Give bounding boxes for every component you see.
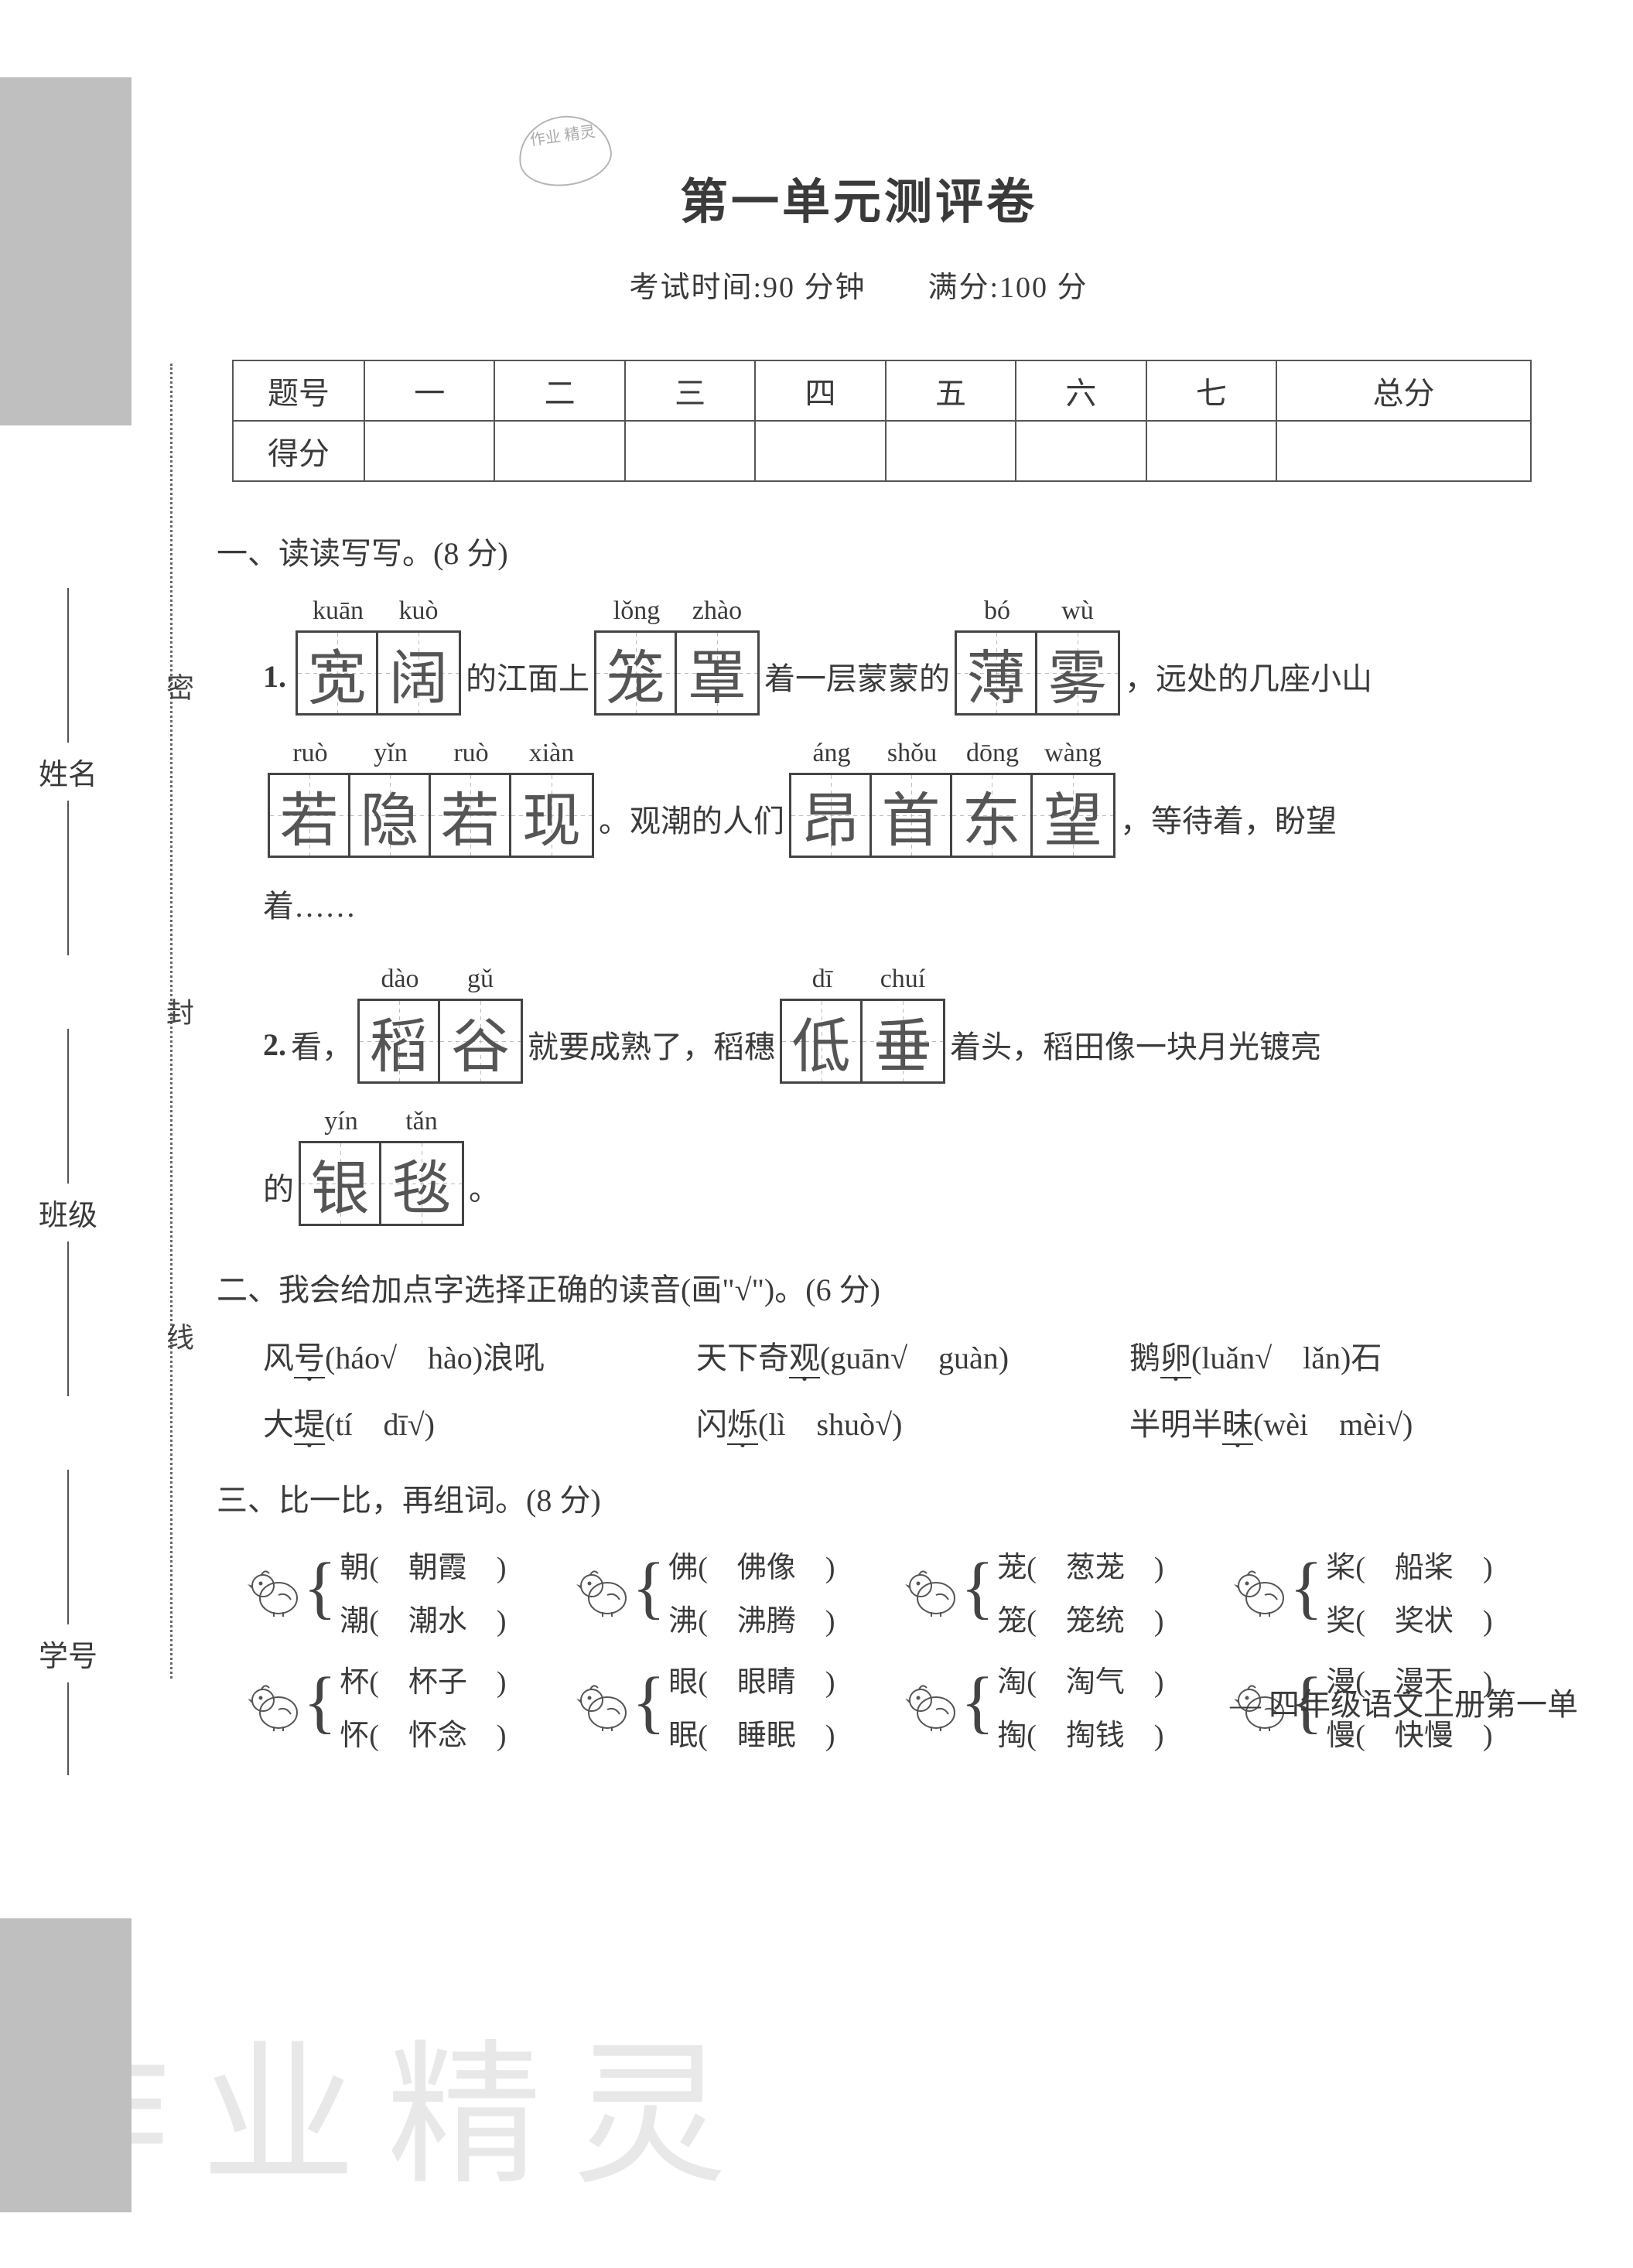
q2-g2: dī chuí 低 垂	[780, 965, 945, 1084]
chick-icon	[576, 1680, 630, 1731]
chick-icon	[248, 1566, 302, 1617]
s2-item-5: 半明半昧(wèi mèi√)	[1129, 1399, 1563, 1444]
exam-title: 第一单元测评卷	[139, 162, 1578, 232]
brace-icon: {	[303, 1682, 337, 1723]
pair-b: 笼( 笼统 )	[997, 1597, 1163, 1639]
brace-icon: {	[632, 1682, 665, 1723]
pair-lines: 朝( 朝霞 ) 潮( 潮水 )	[340, 1543, 506, 1639]
brace-icon: {	[632, 1567, 665, 1609]
q2-g1: dào gǔ 稻 谷	[357, 965, 523, 1084]
margin-banji: 班级	[39, 1029, 97, 1396]
q1-t4: 。观潮的人们	[599, 796, 784, 841]
q1-g5: áng shǒu dōng wàng 昂 首 东 望	[789, 739, 1115, 858]
pair-b: 眠( 睡眠 )	[668, 1711, 835, 1754]
s3-pair-3: {桨( 船桨 ) 奖( 奖状 )	[1234, 1543, 1563, 1639]
margin-gray-top	[0, 77, 132, 425]
s3-pair-5: {眼( 眼睛 ) 眠( 睡眠 )	[576, 1658, 905, 1754]
pair-b: 潮( 潮水 )	[340, 1597, 506, 1639]
pair-lines: 茏( 葱茏 ) 笼( 笼统 )	[997, 1543, 1163, 1639]
pair-lines: 眼( 眼睛 ) 眠( 睡眠 )	[668, 1658, 835, 1754]
pair-lines: 桨( 船桨 ) 奖( 奖状 )	[1326, 1543, 1492, 1639]
seal-mi: 密	[158, 673, 198, 716]
margin-gray-bottom	[0, 1918, 132, 2212]
q1-g4: ruò yǐn ruò xiàn 若 隐 若 现	[268, 739, 594, 858]
pair-a: 朝( 朝霞 )	[340, 1543, 506, 1586]
section2-heading: 二、我会给加点字选择正确的读音(画"√")。(6 分)	[217, 1265, 1578, 1310]
margin-xingming: 姓名	[39, 588, 97, 955]
score-value-row: 得分	[233, 421, 1531, 481]
q2-line2: 的 yín tǎn 银 毯 。	[263, 1107, 1578, 1226]
q1-g1: kuān kuò 宽 阔	[296, 596, 461, 716]
pair-lines: 杯( 杯子 ) 怀( 怀念 )	[340, 1658, 506, 1754]
brace-icon: {	[961, 1682, 994, 1723]
page-footer: — 四年级语文上册第一单	[1230, 1679, 1578, 1724]
s2-item-1: 天下奇观(guān√ guàn)	[696, 1333, 1129, 1378]
q2-t1: 就要成熟了，稻穗	[528, 1022, 775, 1067]
chick-icon	[1234, 1566, 1288, 1617]
brace-icon: {	[961, 1567, 994, 1609]
section3-grid: {朝( 朝霞 )潮( 潮水 ){佛( 佛像 )沸( 沸腾 ){茏( 葱茏 )笼(…	[248, 1543, 1578, 1763]
exam-subtitle: 考试时间:90 分钟 满分:100 分	[139, 263, 1578, 306]
pair-b: 奖( 奖状 )	[1326, 1597, 1492, 1639]
pair-a: 杯( 杯子 )	[340, 1658, 506, 1700]
seal-feng: 封	[158, 998, 198, 1041]
chick-icon	[248, 1680, 302, 1731]
s2-item-3: 大堤(tí dī√)	[263, 1399, 696, 1444]
pair-lines: 淘( 淘气 ) 掏( 掏钱 )	[997, 1658, 1163, 1754]
score-table: 题号 一 二 三 四 五 六 七 总分 得分	[232, 360, 1532, 482]
q2-t2: 着头，稻田像一块月光镀亮	[950, 1022, 1321, 1067]
pair-a: 佛( 佛像 )	[668, 1543, 835, 1586]
s2-item-2: 鹅卵(luǎn√ lǎn)石	[1129, 1333, 1563, 1378]
pair-lines: 佛( 佛像 ) 沸( 沸腾 )	[668, 1543, 835, 1639]
q1-t2: 着一层蒙蒙的	[764, 654, 950, 699]
q1-t3: ，远处的几座小山	[1125, 654, 1372, 699]
pair-b: 怀( 怀念 )	[340, 1711, 506, 1754]
q1-line3: 着……	[263, 881, 1578, 926]
q1-t6: 着……	[263, 881, 356, 926]
brace-icon: {	[303, 1567, 337, 1609]
section3-heading: 三、比一比，再组词。(8 分)	[217, 1475, 1578, 1520]
q2-t3: 的	[263, 1164, 294, 1209]
score-header-row: 题号 一 二 三 四 五 六 七 总分	[233, 360, 1531, 421]
pair-b: 沸( 沸腾 )	[668, 1597, 835, 1639]
page-content: 作业 精灵 第一单元测评卷 考试时间:90 分钟 满分:100 分 题号 一 二…	[217, 62, 1578, 1763]
s3-pair-0: {朝( 朝霞 ) 潮( 潮水 )	[248, 1543, 576, 1639]
s3-pair-2: {茏( 葱茏 ) 笼( 笼统 )	[905, 1543, 1234, 1639]
q1-t1: 的江面上	[466, 654, 589, 699]
section1-heading: 一、读读写写。(8 分)	[217, 528, 1578, 573]
s2-item-0: 风号(háo√ hào)浪吼	[263, 1333, 696, 1378]
q2-number: 2.	[263, 1026, 286, 1063]
q1-line1: 1. kuān kuò 宽 阔 的江面上 lǒng zhào 笼 罩 着一层蒙蒙…	[263, 596, 1578, 716]
pair-b: 掏( 掏钱 )	[997, 1711, 1163, 1754]
chick-icon	[576, 1566, 630, 1617]
s2-row1: 风号(háo√ hào)浪吼 天下奇观(guān√ guàn) 鹅卵(luǎn√…	[263, 1333, 1578, 1378]
q2-line1: 2. 看， dào gǔ 稻 谷 就要成熟了，稻穗 dī chuí 低 垂 着头…	[263, 965, 1578, 1084]
q2-t0: 看，	[291, 1022, 353, 1067]
chick-icon	[905, 1680, 959, 1731]
q1-line2: ruò yǐn ruò xiàn 若 隐 若 现 。观潮的人们 áng shǒu…	[263, 739, 1578, 858]
pair-a: 茏( 葱茏 )	[997, 1543, 1163, 1586]
pair-a: 淘( 淘气 )	[997, 1658, 1163, 1700]
s3-pair-6: {淘( 淘气 ) 掏( 掏钱 )	[905, 1658, 1234, 1754]
s3-pair-1: {佛( 佛像 ) 沸( 沸腾 )	[576, 1543, 905, 1639]
q1-number: 1.	[263, 658, 286, 695]
s2-item-4: 闪烁(lì shuò√)	[696, 1399, 1129, 1444]
q1-g3: bó wù 薄 雾	[955, 596, 1120, 716]
brace-icon: {	[1290, 1567, 1323, 1609]
q1-g2: lǒng zhào 笼 罩	[594, 596, 760, 716]
s3-pair-4: {杯( 杯子 ) 怀( 怀念 )	[248, 1658, 576, 1754]
q2-g3: yín tǎn 银 毯	[299, 1107, 464, 1226]
pair-a: 眼( 眼睛 )	[668, 1658, 835, 1700]
chick-icon	[905, 1566, 959, 1617]
seal-xian: 线	[158, 1323, 198, 1366]
margin-xuehao: 学号	[39, 1470, 97, 1775]
pair-a: 桨( 船桨 )	[1326, 1543, 1492, 1586]
q1-t5: ，等待着，盼望	[1120, 796, 1337, 841]
q2-t4: 。	[469, 1164, 500, 1209]
s2-row2: 大堤(tí dī√) 闪烁(lì shuò√) 半明半昧(wèi mèi√)	[263, 1399, 1578, 1444]
